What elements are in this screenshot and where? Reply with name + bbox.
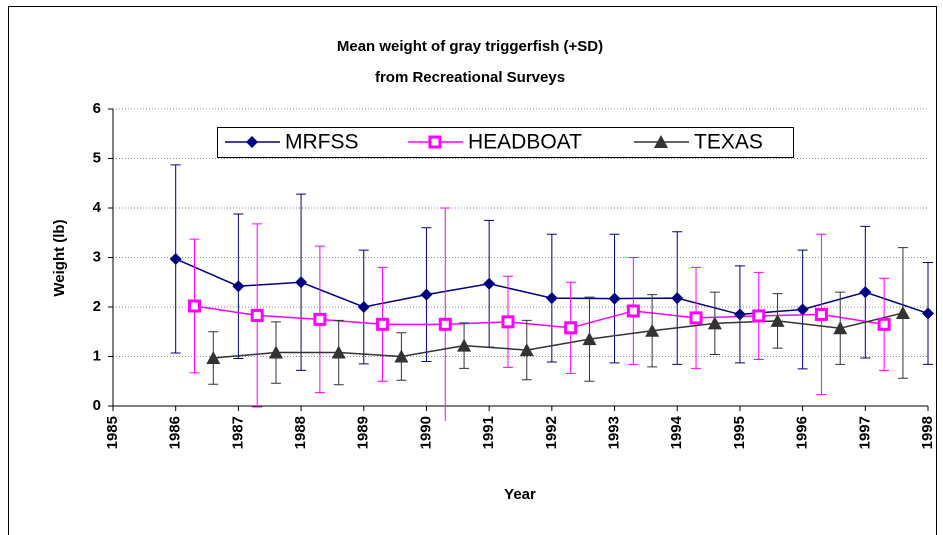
marker	[394, 349, 409, 363]
x-tick-label: 1991	[480, 416, 497, 449]
marker	[313, 312, 327, 326]
marker	[689, 311, 703, 325]
y-tick-label: 1	[93, 347, 101, 364]
marker	[357, 301, 370, 313]
x-tick-label: 1998	[919, 416, 936, 449]
marker	[457, 338, 472, 352]
marker	[922, 307, 934, 320]
legend-marker	[654, 135, 668, 148]
marker	[796, 303, 809, 316]
marker	[877, 317, 891, 331]
series-line	[194, 305, 885, 329]
legend-box	[217, 127, 794, 158]
marker	[608, 292, 621, 305]
marker	[250, 308, 264, 322]
legend-label: MRFSS	[285, 131, 359, 154]
marker	[564, 321, 578, 335]
y-tick-label: 2	[93, 298, 101, 315]
marker	[582, 332, 597, 346]
x-tick-label: 1994	[668, 415, 685, 449]
y-tick-label: 5	[93, 149, 101, 166]
marker	[420, 288, 433, 301]
chart-subtitle: from Recreational Surveys	[375, 69, 565, 86]
marker	[671, 292, 684, 305]
legend-marker	[428, 135, 442, 149]
x-tick-label: 1990	[417, 416, 434, 449]
x-tick-label: 1989	[355, 416, 372, 449]
marker	[733, 308, 746, 321]
marker	[169, 252, 182, 265]
marker	[501, 315, 515, 329]
marker	[331, 345, 346, 359]
y-tick-label: 0	[93, 397, 101, 414]
marker	[232, 280, 245, 293]
x-axis-label: Year	[504, 486, 536, 503]
x-tick-label: 1993	[606, 416, 623, 449]
x-tick-label: 1997	[856, 416, 873, 449]
series-line	[213, 312, 904, 359]
y-tick-label: 3	[93, 248, 101, 265]
marker	[483, 277, 496, 290]
marker	[545, 292, 558, 305]
marker	[833, 321, 848, 335]
x-tick-label: 1996	[794, 416, 811, 449]
marker	[707, 316, 722, 330]
marker	[206, 350, 221, 364]
x-tick-label: 1986	[167, 416, 184, 449]
x-tick-label: 1992	[543, 416, 560, 449]
marker	[752, 309, 766, 323]
chart-border	[8, 6, 937, 535]
y-tick-label: 4	[93, 199, 102, 216]
x-tick-label: 1987	[229, 416, 246, 449]
legend-label: HEADBOAT	[468, 131, 582, 154]
marker	[895, 305, 910, 319]
legend-label: TEXAS	[694, 131, 763, 154]
marker	[814, 307, 828, 321]
x-tick-label: 1985	[104, 416, 121, 449]
marker	[376, 317, 390, 331]
marker	[859, 286, 872, 299]
legend-marker	[246, 136, 258, 148]
x-tick-label: 1995	[731, 416, 748, 449]
x-tick-label: 1988	[292, 416, 309, 449]
marker	[295, 276, 308, 289]
marker	[269, 345, 283, 359]
y-tick-label: 6	[93, 100, 101, 117]
y-axis-label: Weight (lb)	[51, 219, 68, 296]
marker	[626, 304, 640, 318]
marker	[770, 313, 785, 327]
marker	[645, 323, 660, 337]
marker	[519, 343, 534, 357]
marker	[188, 299, 201, 313]
marker	[438, 317, 452, 331]
chart-title: Mean weight of gray triggerfish (+SD)	[337, 38, 603, 55]
